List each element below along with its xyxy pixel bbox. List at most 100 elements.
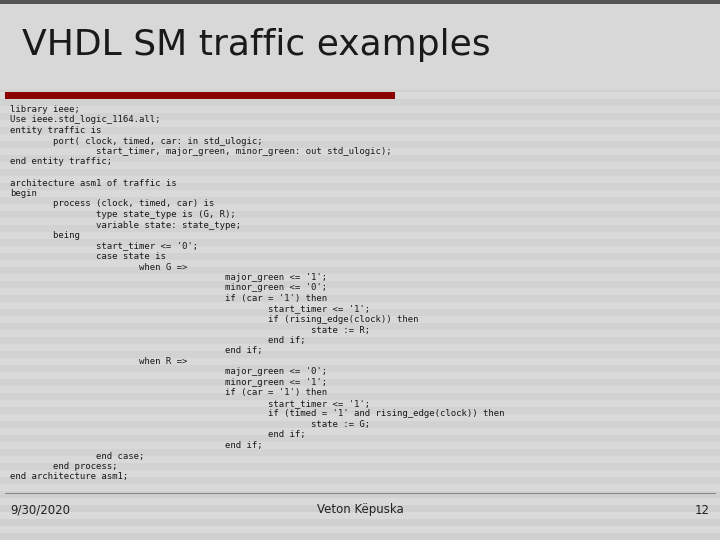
Bar [0, 29, 720, 36]
Text: 9/30/2020: 9/30/2020 [10, 503, 70, 516]
Bar [0, 78, 720, 85]
Bar [0, 162, 720, 169]
Bar [0, 8, 720, 15]
Bar [0, 127, 720, 134]
Text: port( clock, timed, car: in std_ulogic;: port( clock, timed, car: in std_ulogic; [10, 137, 263, 145]
Text: end architecture asm1;: end architecture asm1; [10, 472, 128, 482]
Text: end if;: end if; [10, 347, 263, 355]
Bar [0, 344, 720, 351]
Bar [0, 141, 720, 148]
Text: state := G;: state := G; [10, 420, 370, 429]
Bar [0, 113, 720, 120]
Bar [0, 64, 720, 71]
Bar [0, 253, 720, 260]
Bar [0, 309, 720, 316]
Bar [0, 0, 720, 90]
Bar [0, 365, 720, 372]
Bar [0, 183, 720, 190]
Text: minor_green <= '0';: minor_green <= '0'; [10, 284, 327, 293]
Bar [0, 57, 720, 64]
Bar [0, 407, 720, 414]
Text: library ieee;: library ieee; [10, 105, 80, 114]
Text: process (clock, timed, car) is: process (clock, timed, car) is [10, 199, 215, 208]
Bar [0, 435, 720, 442]
Text: state := R;: state := R; [10, 326, 370, 334]
Bar [0, 71, 720, 78]
Text: Veton Këpuska: Veton Këpuska [317, 503, 403, 516]
Bar [0, 148, 720, 155]
Bar [0, 43, 720, 50]
Text: start_timer <= '0';: start_timer <= '0'; [10, 241, 198, 251]
Bar [0, 386, 720, 393]
Bar [0, 505, 720, 512]
Text: entity traffic is: entity traffic is [10, 126, 102, 135]
Bar [0, 302, 720, 309]
Bar [0, 225, 720, 232]
Bar [0, 176, 720, 183]
Bar [0, 372, 720, 379]
Text: when G =>: when G => [10, 262, 187, 272]
Text: Use ieee.std_logic_1164.all;: Use ieee.std_logic_1164.all; [10, 116, 161, 125]
Bar [0, 351, 720, 358]
Text: begin: begin [10, 189, 37, 198]
Bar [0, 92, 720, 99]
Bar [0, 498, 720, 505]
Bar [0, 393, 720, 400]
Bar [0, 442, 720, 449]
Bar [0, 519, 720, 526]
Bar [0, 281, 720, 288]
Text: if (car = '1') then: if (car = '1') then [10, 388, 327, 397]
Bar [0, 379, 720, 386]
Bar [0, 267, 720, 274]
Bar [0, 288, 720, 295]
Text: major_green <= '1';: major_green <= '1'; [10, 273, 327, 282]
Bar [0, 512, 720, 519]
Text: end entity traffic;: end entity traffic; [10, 158, 112, 166]
Text: type state_type is (G, R);: type state_type is (G, R); [10, 210, 235, 219]
Bar [0, 533, 720, 540]
Bar [0, 323, 720, 330]
Text: end if;: end if; [10, 336, 305, 345]
Text: end if;: end if; [10, 430, 305, 440]
Text: case state is: case state is [10, 252, 166, 261]
Bar [0, 100, 720, 495]
Text: end if;: end if; [10, 441, 263, 450]
Bar [0, 197, 720, 204]
Bar [0, 239, 720, 246]
Bar [0, 337, 720, 344]
Bar [0, 400, 720, 407]
Bar [0, 477, 720, 484]
Text: start_timer <= '1';: start_timer <= '1'; [10, 399, 370, 408]
Bar [0, 120, 720, 127]
Text: major_green <= '0';: major_green <= '0'; [10, 368, 327, 376]
Bar [0, 155, 720, 162]
Bar [0, 99, 720, 106]
Bar [0, 414, 720, 421]
Bar [0, 232, 720, 239]
Bar [0, 22, 720, 29]
Bar [0, 85, 720, 92]
Text: minor_green <= '1';: minor_green <= '1'; [10, 378, 327, 387]
Bar [0, 449, 720, 456]
Bar [0, 295, 720, 302]
Bar [0, 134, 720, 141]
Text: being: being [10, 231, 80, 240]
Text: 12: 12 [695, 503, 710, 516]
Bar [0, 246, 720, 253]
Bar [0, 0, 720, 1]
Bar [0, 218, 720, 225]
Bar [0, 526, 720, 533]
Bar [0, 106, 720, 113]
Text: variable state: state_type;: variable state: state_type; [10, 220, 241, 230]
Text: VHDL SM traffic examples: VHDL SM traffic examples [22, 28, 490, 62]
Bar [0, 316, 720, 323]
Text: architecture asm1 of traffic is: architecture asm1 of traffic is [10, 179, 176, 187]
Bar [0, 484, 720, 491]
Bar [0, 211, 720, 218]
Bar [0, 0, 720, 4]
Bar [0, 274, 720, 281]
Text: if (timed = '1' and rising_edge(clock)) then: if (timed = '1' and rising_edge(clock)) … [10, 409, 505, 418]
Bar [0, 204, 720, 211]
Text: if (rising_edge(clock)) then: if (rising_edge(clock)) then [10, 315, 418, 324]
Text: when R =>: when R => [10, 357, 187, 366]
